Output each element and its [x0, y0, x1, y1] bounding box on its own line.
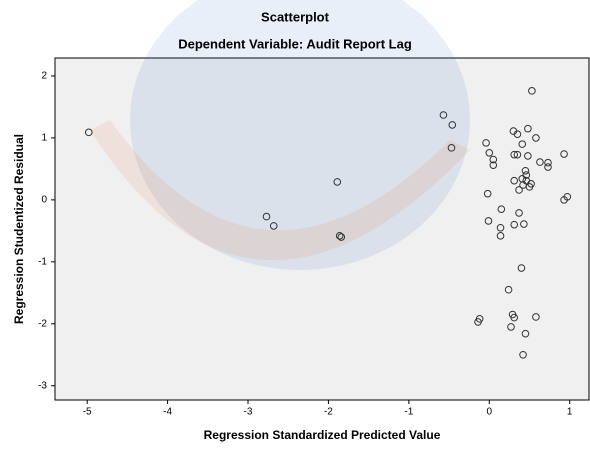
- y-tick-label: 2: [41, 71, 47, 82]
- y-axis-label: Regression Studentized Residual: [12, 134, 26, 324]
- x-tick-label: -5: [83, 407, 92, 418]
- y-tick-label: -1: [38, 256, 47, 267]
- x-tick-label: -4: [163, 407, 172, 418]
- chart-title: Scatterplot: [261, 9, 330, 24]
- x-tick-label: -3: [244, 407, 253, 418]
- y-tick-label: 0: [41, 195, 47, 206]
- y-tick-label: -2: [38, 318, 47, 329]
- chart-subtitle: Dependent Variable: Audit Report Lag: [178, 36, 412, 51]
- x-axis-label: Regression Standardized Predicted Value: [204, 428, 441, 442]
- x-tick-label: 0: [486, 407, 492, 418]
- chart: Scatterplot Dependent Variable: Audit Re…: [0, 0, 590, 444]
- page: {"chart_data": {"type": "scatter", "titl…: [0, 0, 590, 444]
- x-tick-label: 1: [567, 407, 573, 418]
- x-tick-label: -2: [324, 407, 333, 418]
- x-tick-label: -1: [404, 407, 413, 418]
- y-tick-label: -3: [38, 380, 47, 391]
- y-tick-label: 1: [41, 133, 47, 144]
